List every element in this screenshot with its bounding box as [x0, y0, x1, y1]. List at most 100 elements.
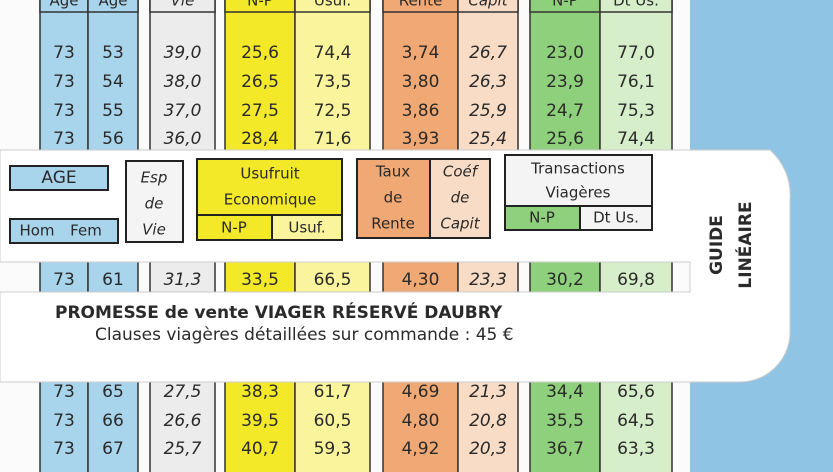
- cell: 3,93: [402, 129, 440, 149]
- header-cell: [87, 0, 139, 13]
- header-box: [579, 205, 653, 231]
- cell: 34,4: [546, 382, 584, 402]
- label: Fem: [70, 222, 102, 240]
- label: N-P: [221, 219, 247, 237]
- label: GUIDE: [707, 215, 727, 275]
- header-text: Capit: [468, 0, 508, 10]
- header-text: Dt Us.: [613, 0, 659, 10]
- header-box: [271, 214, 343, 241]
- cell: 27,5: [241, 101, 279, 121]
- cell: 73: [53, 43, 75, 63]
- cell: 36,0: [164, 129, 202, 149]
- cell: 73: [53, 382, 75, 402]
- cell: 26,3: [469, 72, 507, 92]
- cell: 73: [53, 270, 75, 290]
- label: Transactions: [530, 160, 625, 178]
- cell: 28,4: [241, 129, 279, 149]
- label: Viagères: [546, 184, 611, 202]
- cell: 55: [102, 101, 124, 121]
- label: de: [384, 189, 403, 207]
- label: Hom: [19, 222, 54, 240]
- cell: 26,7: [469, 43, 507, 63]
- cell: 23,3: [469, 270, 507, 290]
- header-text: Age: [49, 0, 78, 10]
- cell: 25,4: [469, 129, 507, 149]
- cell: 4,80: [402, 411, 440, 431]
- cell: 4,92: [402, 439, 440, 459]
- cell: 38,0: [164, 72, 202, 92]
- label: Usuf.: [288, 219, 325, 237]
- cell: 27,5: [164, 382, 202, 402]
- header-text: Age: [98, 0, 127, 10]
- cell: 35,5: [546, 411, 584, 431]
- label: Economique: [224, 191, 317, 209]
- cell: 36,7: [546, 439, 584, 459]
- cell: 39,0: [164, 43, 202, 63]
- cell: 4,30: [402, 270, 440, 290]
- cell: 26,6: [164, 411, 202, 431]
- cell: 23,0: [546, 43, 584, 63]
- cell: 75,3: [617, 101, 655, 121]
- cell: 69,8: [617, 270, 655, 290]
- label: de: [451, 189, 470, 207]
- header-box: [504, 205, 581, 231]
- cell: 37,0: [164, 101, 202, 121]
- cell: 59,3: [314, 439, 352, 459]
- cell: 54: [102, 72, 124, 92]
- header-text: Vie: [171, 0, 195, 10]
- header-cell: [457, 0, 519, 13]
- cell: 72,5: [314, 101, 352, 121]
- cell: 77,0: [617, 43, 655, 63]
- cell: 64,5: [617, 411, 655, 431]
- cell: 73: [53, 129, 75, 149]
- cell: 20,3: [469, 439, 507, 459]
- cell: 21,3: [469, 382, 507, 402]
- header-text: Rente: [399, 0, 443, 10]
- label: Vie: [142, 221, 166, 239]
- cell: 25,7: [164, 439, 202, 459]
- cell: 63,3: [617, 439, 655, 459]
- header-box: [429, 158, 491, 239]
- cell: 61: [102, 270, 124, 290]
- cell: 73: [53, 439, 75, 459]
- header-box: [196, 214, 273, 241]
- label: Taux: [375, 163, 410, 181]
- cell: 66: [102, 411, 124, 431]
- header-cell: [149, 0, 216, 13]
- label: PROMESSE de vente VIAGER RÉSERVÉ DAUBRY: [55, 301, 503, 323]
- label: LINÉAIRE: [734, 201, 756, 288]
- cell: 25,6: [546, 129, 584, 149]
- header-text: Usuf.: [314, 0, 351, 10]
- label: de: [145, 195, 164, 213]
- cell: 53: [102, 43, 124, 63]
- label: Clauses viagères détaillées sur commande…: [95, 325, 514, 345]
- label: Capit: [440, 215, 480, 233]
- header-cell: [294, 0, 371, 13]
- cell: 39,5: [241, 411, 279, 431]
- cell: 74,4: [314, 43, 352, 63]
- label: Dt Us.: [593, 209, 639, 227]
- header-box: [9, 165, 109, 191]
- cell: 76,1: [617, 72, 655, 92]
- label: Usufruit: [240, 165, 299, 183]
- cell: 67: [102, 439, 124, 459]
- cell: 26,5: [241, 72, 279, 92]
- cell: 66,5: [314, 270, 352, 290]
- cell: 73: [53, 101, 75, 121]
- cell: 73: [53, 72, 75, 92]
- header-box: [9, 218, 119, 244]
- header-text: N-P: [247, 0, 273, 10]
- cell: 4,69: [402, 382, 440, 402]
- cell: 60,5: [314, 411, 352, 431]
- cell: 3,86: [402, 101, 440, 121]
- cell: 65: [102, 382, 124, 402]
- cell: 24,7: [546, 101, 584, 121]
- cell: 20,8: [469, 411, 507, 431]
- header-box: [196, 158, 343, 216]
- label: N-P: [529, 209, 555, 227]
- cell: 71,6: [314, 129, 352, 149]
- cell: 65,6: [617, 382, 655, 402]
- cell: 73,5: [314, 72, 352, 92]
- header-box: [125, 160, 184, 243]
